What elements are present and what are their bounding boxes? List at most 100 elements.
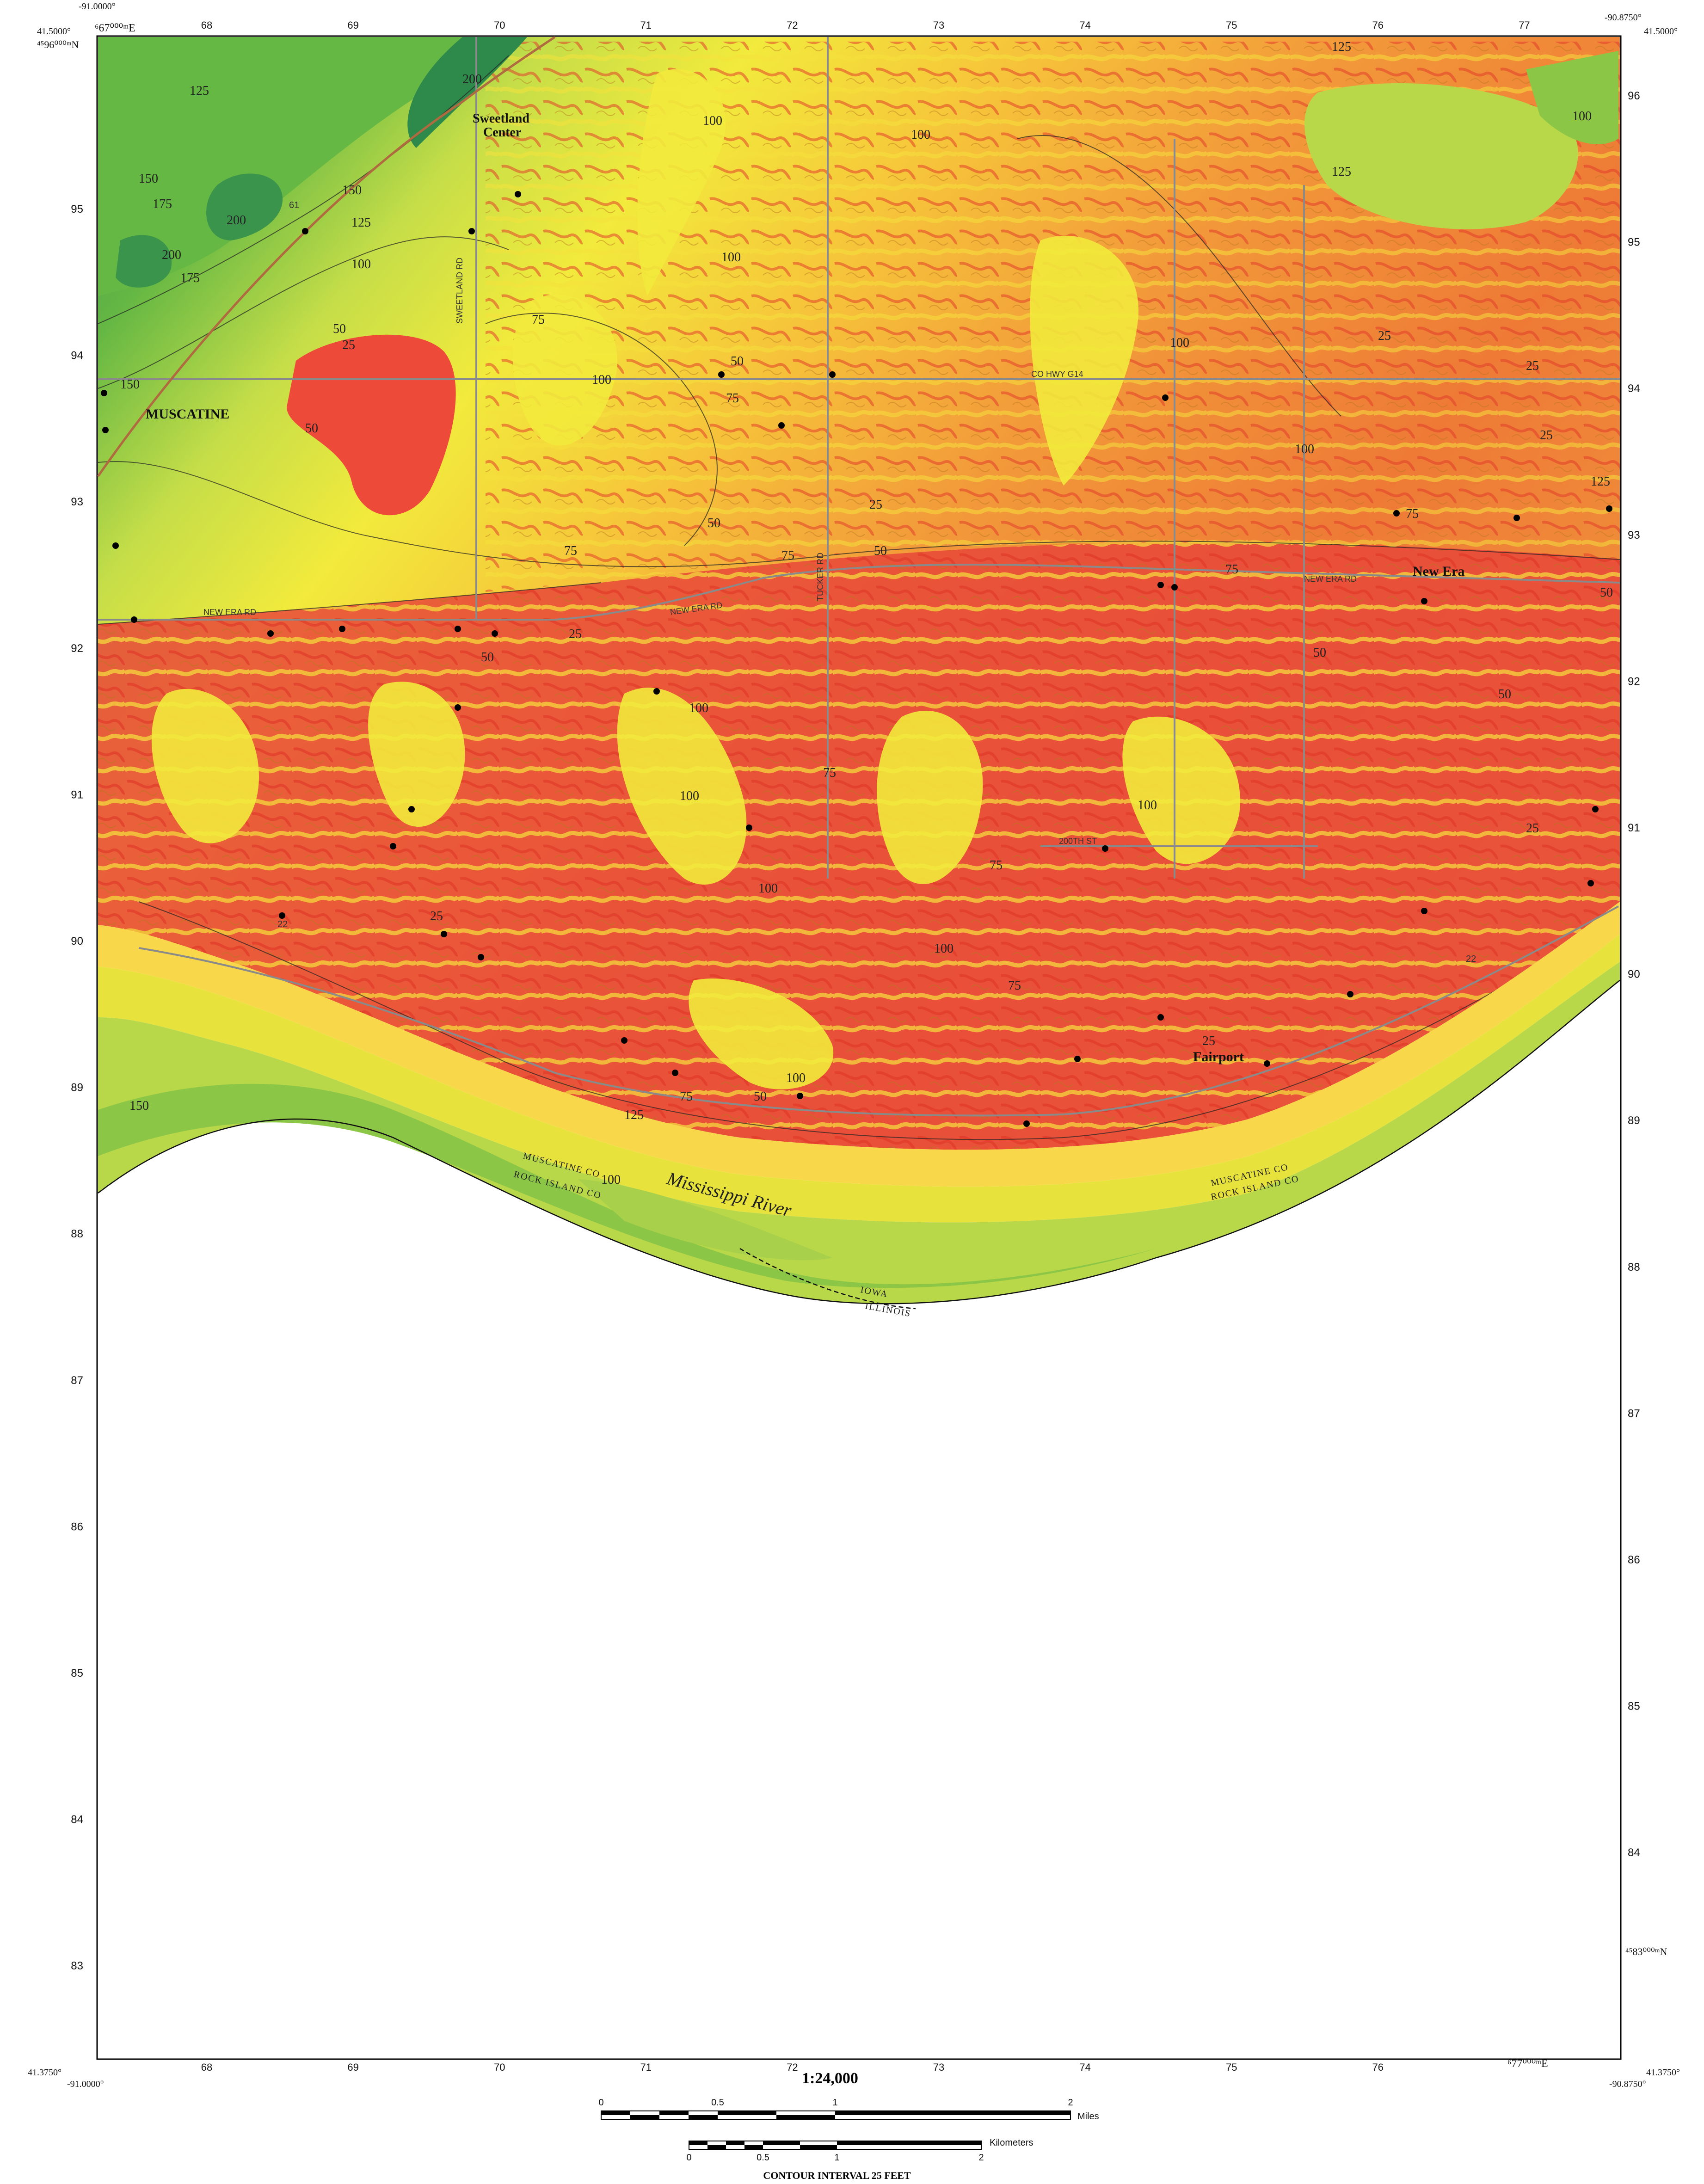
contour-label: 50: [707, 516, 720, 530]
km-scale-bar: [689, 2141, 982, 2150]
corner-bottom-right-lat: 41.3750°: [1646, 2067, 1680, 2078]
right-northing-ticks: 96 95 94 93 92 91 90 89 88 87 86 85 84: [1628, 90, 1640, 1859]
tick-label: 92: [71, 642, 83, 655]
tick-label: 94: [1628, 382, 1640, 395]
contour-label: 125: [351, 215, 371, 230]
tick-label: 73: [933, 19, 944, 31]
miles-scale-bar: [601, 2110, 1071, 2120]
corner-top-right-lat: 41.5000°: [1644, 26, 1678, 37]
mississippi-river: [98, 1083, 1156, 1288]
contour-label: 75: [1225, 562, 1238, 577]
tick-label: 75: [1226, 2061, 1237, 2073]
tick-label: 74: [1079, 2061, 1090, 2073]
tick-label: 85: [1628, 1700, 1640, 1713]
corner-top-left-lon: -91.0000°: [79, 1, 116, 12]
tick-label: 88: [1628, 1261, 1640, 1273]
contour-label: 75: [781, 548, 794, 563]
mile-tick-labels: 0 0.5 1 2: [598, 2098, 1073, 2108]
railroad: [97, 36, 556, 477]
contour-label-group: 200 200 200 175 175 150 150 150 150 125 …: [120, 40, 1613, 1187]
contour-label: 50: [1313, 646, 1326, 660]
contour-label: 200: [162, 248, 181, 262]
contour-label: 125: [624, 1108, 644, 1122]
contour-label: 75: [564, 544, 577, 558]
tick-label: 1: [832, 2098, 837, 2108]
contour-label: 25: [569, 627, 582, 641]
tick-label: 84: [71, 1814, 83, 1826]
ne-green-core: [1526, 51, 1618, 144]
tick-label: 68: [201, 2061, 212, 2073]
contour-label: 75: [680, 1089, 693, 1104]
contour-label: 25: [1526, 359, 1539, 373]
tick-label: 93: [1628, 529, 1640, 541]
contour-label: 150: [129, 1099, 149, 1113]
corner-bottom-right-lon: -90.8750°: [1609, 2079, 1646, 2089]
corner-bottom-left-lon: -91.0000°: [67, 2079, 104, 2089]
tick-label: 74: [1079, 19, 1090, 31]
contour-label: 25: [869, 498, 882, 512]
contour-label: 100: [703, 114, 722, 128]
contour-label: 50: [754, 1089, 767, 1104]
tick-label: 2: [978, 2153, 984, 2163]
contour-label: 25: [1540, 428, 1553, 443]
contour-label: 175: [180, 271, 200, 285]
tick-label: 77: [1519, 19, 1530, 31]
left-northing-ticks: 95 94 93 92 91 90 89 88 87 86 85 84 83: [71, 203, 83, 1972]
tick-label: 91: [71, 788, 83, 801]
tick-label: 91: [1628, 822, 1640, 834]
contour-label: 50: [731, 354, 744, 369]
roads: [98, 37, 1620, 1117]
road-label: 22: [1466, 954, 1476, 964]
valley-dissection: [98, 541, 1620, 1150]
tick-label: 69: [347, 2061, 358, 2073]
contour-label: 100: [680, 789, 699, 803]
tick-label: 0: [686, 2153, 691, 2163]
boundary-lines: [98, 980, 1620, 1310]
contour-label: 100: [1138, 798, 1157, 812]
road-label: NEW ERA RD: [1304, 574, 1357, 584]
contour-label: 50: [874, 544, 887, 558]
tick-label: 88: [71, 1228, 83, 1240]
tick-label: 72: [787, 2061, 798, 2073]
tick-label: 68: [201, 19, 212, 31]
tick-label: 85: [71, 1667, 83, 1680]
contour-label: 175: [153, 197, 172, 211]
tick-label: 0: [598, 2098, 603, 2108]
tick-label: 76: [1372, 2061, 1384, 2073]
road-label: 200TH ST: [1059, 837, 1097, 846]
contour-label: 50: [333, 322, 346, 336]
place-fairport: Fairport: [1193, 1049, 1244, 1064]
utm-top-left-easting: ⁶67⁰⁰⁰ᵐE: [95, 22, 135, 34]
bottom-easting-ticks: 68 69 70 71 72 73 74 75 76: [201, 2061, 1384, 2073]
contour-label: 25: [1202, 1034, 1215, 1048]
tick-label: 75: [1226, 19, 1237, 31]
tick-label: 72: [787, 19, 798, 31]
tick-label: 70: [494, 2061, 505, 2073]
contour-label: 25: [342, 338, 355, 352]
scale-ratio: 1:24,000: [802, 2070, 858, 2087]
highland-patches: [151, 69, 1240, 1089]
tick-label: 90: [71, 935, 83, 947]
tick-label: 0.5: [757, 2153, 769, 2163]
corner-bottom-left-lat: 41.3750°: [28, 2067, 62, 2078]
road-label: NEW ERA RD: [203, 608, 256, 617]
place-sweetland: Sweetland: [473, 111, 529, 126]
km-unit-label: Kilometers: [990, 2138, 1033, 2148]
contour-label: 100: [911, 128, 930, 142]
tick-label: 73: [933, 2061, 944, 2073]
ne-green-upland: [1304, 83, 1578, 229]
tick-label: 95: [1628, 236, 1640, 249]
contour-label: 100: [1295, 442, 1314, 456]
contour-label: 125: [190, 84, 209, 98]
road-label: 61: [289, 200, 299, 210]
contour-label: 100: [721, 250, 741, 265]
contour-label: 100: [1170, 336, 1189, 350]
tick-label: 92: [1628, 675, 1640, 688]
contour-label: 75: [726, 391, 739, 406]
contour-label: 50: [305, 421, 318, 436]
tick-label: 0.5: [711, 2098, 724, 2108]
utm-bottom-right-northing: ⁴⁵83⁰⁰⁰ᵐN: [1625, 1946, 1667, 1957]
tick-label: 71: [640, 2061, 652, 2073]
settlement-dots: [101, 191, 1612, 1127]
place-muscatine: MUSCATINE: [146, 406, 229, 422]
